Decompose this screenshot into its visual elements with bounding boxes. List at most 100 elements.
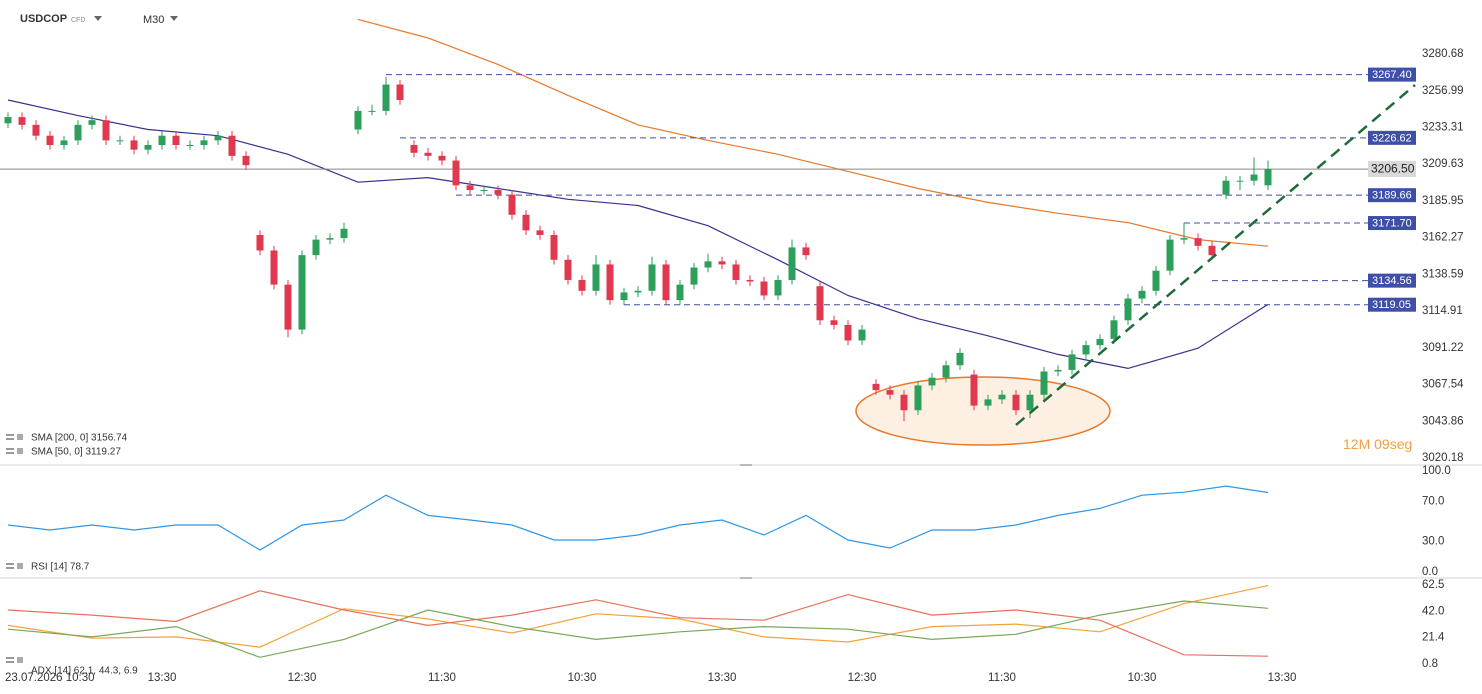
countdown: 12M 09seg <box>1343 436 1412 452</box>
candle-body <box>648 264 656 291</box>
candle-body <box>760 281 768 296</box>
candle-body <box>1012 394 1020 411</box>
candle-body <box>1222 180 1230 195</box>
candle-body <box>256 234 264 251</box>
candle-body <box>900 394 908 411</box>
candle-body <box>676 284 684 301</box>
dropdown-arrow[interactable] <box>94 16 102 21</box>
candle-body <box>172 135 180 146</box>
candle-body <box>1138 290 1146 299</box>
level-label-box <box>1368 130 1416 145</box>
candle-body <box>368 110 376 112</box>
candle-body <box>788 247 796 280</box>
candle-body <box>494 190 502 195</box>
candle-body <box>984 399 992 406</box>
candle-body <box>102 120 110 141</box>
candle-body <box>1166 239 1174 271</box>
candle-body <box>1264 169 1272 186</box>
indicator-legend: ADX [14] 62.1, 44.3, 6.9 <box>31 666 138 677</box>
candle-body <box>1208 245 1216 256</box>
x-tick-label: 11:30 <box>988 672 1016 684</box>
y-tick-label: 42.0 <box>1422 605 1444 617</box>
candle-body <box>1194 238 1202 246</box>
x-tick-label: 10:30 <box>1128 672 1157 684</box>
candle-body <box>550 234 558 260</box>
x-tick-label: 12:30 <box>848 672 877 684</box>
level-label: 3171.70 <box>1372 217 1412 229</box>
candle-body <box>1250 174 1258 181</box>
dropdown-arrow[interactable] <box>170 16 178 21</box>
level-label-box <box>1368 188 1416 203</box>
level-label-box <box>1368 67 1416 82</box>
candle-body <box>704 261 712 268</box>
candle-body <box>998 394 1006 400</box>
y-tick-label: 21.4 <box>1422 632 1445 644</box>
candle-body <box>746 279 754 282</box>
level-label: 3267.40 <box>1372 69 1412 81</box>
candle-body <box>1236 180 1244 182</box>
indicator-legend: SMA [200, 0] 3156.74 <box>31 433 128 444</box>
indicator-line <box>7 590 1269 657</box>
panel-handle[interactable] <box>740 464 752 466</box>
candle-body <box>1124 298 1132 321</box>
y-tick-label: 3043.86 <box>1422 415 1464 427</box>
y-tick-label: 3233.31 <box>1422 122 1464 134</box>
y-tick-label: 3138.59 <box>1422 268 1464 280</box>
y-tick-label: 3162.27 <box>1422 232 1464 244</box>
candle-body <box>18 117 26 125</box>
candle-body <box>928 377 936 386</box>
candle-body <box>830 320 838 325</box>
candle-body <box>802 247 810 256</box>
level-label-box <box>1368 297 1416 312</box>
candle-body <box>1082 345 1090 355</box>
indicator-legend: RSI [14] 78.7 <box>31 562 90 573</box>
y-tick-label: 3091.22 <box>1422 342 1464 354</box>
level-label-box <box>1368 273 1416 288</box>
candle-body <box>228 135 236 156</box>
candle-body <box>620 292 628 301</box>
candle-body <box>242 155 250 166</box>
candle-body <box>886 390 894 395</box>
panel-handle[interactable] <box>740 577 752 579</box>
candle-body <box>452 160 460 186</box>
candle-body <box>522 214 530 231</box>
candle-body <box>116 140 124 142</box>
legend-icons[interactable] <box>6 434 23 663</box>
x-tick-label: 11:30 <box>428 672 456 684</box>
candle-body <box>942 365 950 378</box>
candle-body <box>74 124 82 141</box>
candle-body <box>200 140 208 146</box>
candle-body <box>536 230 544 235</box>
y-tick-label: 62.5 <box>1422 579 1444 591</box>
countdown-seconds: 09seg <box>1374 436 1412 452</box>
x-tick-label: 12:30 <box>288 672 317 684</box>
y-tick-label: 30.0 <box>1422 536 1444 548</box>
candle-body <box>718 261 726 265</box>
y-tick-label: 100.0 <box>1422 465 1451 477</box>
candle-body <box>634 290 642 293</box>
y-tick-label: 3067.54 <box>1422 379 1464 391</box>
symbol-type: CFD <box>71 17 85 24</box>
y-tick-label: 3114.91 <box>1422 305 1463 317</box>
candle-body <box>774 279 782 296</box>
candle-body <box>1026 394 1034 411</box>
candle-body <box>662 264 670 301</box>
candle-body <box>60 140 68 146</box>
candle-body <box>872 383 880 391</box>
candle-body <box>508 194 516 215</box>
timeframe[interactable]: M30 <box>143 14 164 26</box>
candle-body <box>690 267 698 285</box>
symbol[interactable]: USDCOP <box>20 13 67 25</box>
candle-body <box>1152 270 1160 291</box>
candle-body <box>214 135 222 141</box>
candle-body <box>606 264 614 301</box>
y-tick-label: 3256.99 <box>1422 85 1464 97</box>
level-label: 3189.66 <box>1372 190 1412 202</box>
candle-body <box>396 84 404 101</box>
x-tick-label: 10:30 <box>568 672 597 684</box>
y-tick-label: 3020.18 <box>1422 452 1464 464</box>
candle-body <box>564 259 572 280</box>
x-tick-label: 13:30 <box>708 672 737 684</box>
candle-body <box>1054 369 1062 372</box>
